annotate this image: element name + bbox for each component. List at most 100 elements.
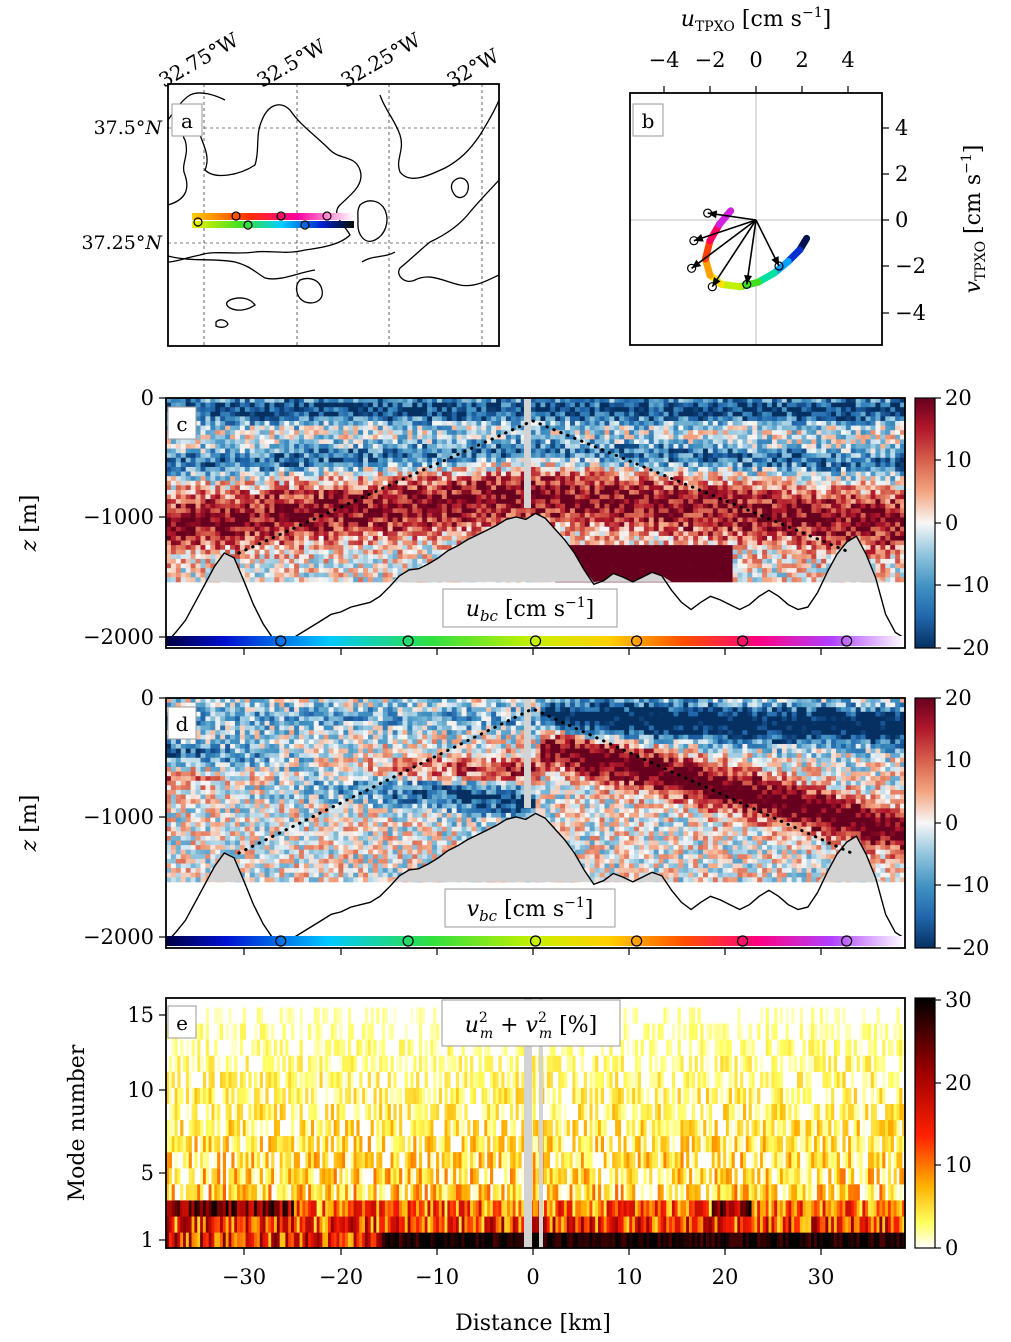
heatmap-cell [274, 485, 280, 491]
heatmap-cell [579, 517, 586, 523]
heatmap-cell [185, 577, 192, 583]
heatmap-cell [732, 545, 738, 551]
heatmap-cell [569, 480, 576, 486]
heatmap-cell [574, 416, 581, 422]
heatmap-cell [180, 512, 187, 518]
heatmap-cell [688, 439, 694, 445]
heatmap-cell [328, 535, 334, 541]
heatmap-cell [673, 439, 679, 445]
heatmap-cell [333, 434, 339, 440]
heatmap-cell [638, 517, 645, 523]
heatmap-cell [397, 545, 403, 551]
heatmap-cell [377, 466, 384, 472]
heatmap-cell [722, 508, 729, 514]
heatmap-cell [703, 476, 709, 482]
heatmap-cell [279, 434, 285, 440]
heatmap-cell [609, 522, 615, 528]
heatmap-cell [303, 540, 310, 546]
heatmap-cell [668, 407, 674, 413]
heatmap-cell [604, 494, 610, 500]
heatmap-cell [294, 443, 300, 449]
heatmap-cell [190, 563, 196, 569]
heatmap-cell [668, 457, 674, 463]
heatmap-cell [717, 517, 724, 523]
heatmap-cell [417, 457, 423, 463]
heatmap-cell [525, 512, 531, 518]
heatmap-cell [195, 443, 201, 449]
heatmap-cell [663, 531, 669, 537]
heatmap-cell [496, 402, 502, 408]
heatmap-cell [599, 499, 605, 505]
heatmap-cell [476, 466, 482, 472]
heatmap-cell [624, 517, 630, 523]
heatmap-cell [638, 568, 645, 574]
heatmap-cell [269, 522, 275, 528]
heatmap-cell [624, 434, 630, 440]
heatmap-cell [589, 407, 596, 413]
heatmap-cell [190, 508, 196, 514]
heatmap-cell [387, 407, 394, 413]
heatmap-cell [200, 494, 206, 500]
heatmap-cell [584, 540, 591, 546]
heatmap-cell [308, 425, 315, 431]
heatmap-cell [239, 499, 246, 505]
heatmap-cell [491, 494, 497, 500]
heatmap-cell [225, 535, 231, 541]
heatmap-cell [703, 448, 709, 454]
heatmap-cell [717, 471, 724, 477]
heatmap-cell [555, 457, 561, 463]
heatmap-cell [225, 439, 231, 445]
heatmap-cell [372, 471, 379, 477]
heatmap-cell [545, 517, 551, 523]
heatmap-cell [303, 549, 310, 555]
heatmap-cell [299, 416, 305, 422]
heatmap-cell [767, 462, 773, 468]
heatmap-cell [353, 416, 359, 422]
heatmap-cell [234, 411, 241, 417]
panel-a-map: a 32.75°W 32.5°W 32.25°W 32°W 37.5°N 37.… [81, 27, 503, 347]
heatmap-cell [491, 512, 497, 518]
heatmap-cell [574, 439, 581, 445]
heatmap-cell [594, 402, 600, 408]
heatmap-cell [407, 563, 413, 569]
heatmap-cell [249, 485, 256, 491]
heatmap-cell [688, 512, 694, 518]
heatmap-cell [382, 476, 389, 482]
heatmap-cell [673, 508, 679, 514]
heatmap-cell [299, 508, 305, 514]
heatmap-cell [540, 439, 546, 445]
heatmap-cell [634, 471, 640, 477]
heatmap-cell [703, 517, 709, 523]
heatmap-cell [234, 457, 241, 463]
heatmap-cell [466, 499, 472, 505]
heatmap-cell [634, 545, 640, 551]
heatmap-cell [545, 462, 551, 468]
heatmap-cell [190, 489, 196, 495]
heatmap-cell [205, 471, 211, 477]
heatmap-cell [367, 420, 374, 426]
heatmap-cell [712, 443, 719, 449]
heatmap-cell [377, 425, 384, 431]
heatmap-cell [609, 480, 615, 486]
heatmap-cell [269, 526, 275, 532]
heatmap-cell [688, 425, 694, 431]
heatmap-cell [348, 480, 354, 486]
heatmap-cell [358, 425, 364, 431]
heatmap-cell [412, 508, 418, 514]
heatmap-cell [658, 439, 664, 445]
heatmap-cell [244, 522, 251, 528]
heatmap-cell [599, 568, 605, 574]
heatmap-cell [363, 554, 369, 560]
heatmap-cell [274, 471, 280, 477]
heatmap-cell [259, 568, 265, 574]
heatmap-cell [594, 434, 600, 440]
heatmap-cell [436, 439, 443, 445]
heatmap-cell [323, 489, 329, 495]
heatmap-cell [486, 416, 492, 422]
heatmap-cell [505, 434, 512, 440]
heatmap-cell [220, 398, 226, 403]
heatmap-cell [387, 485, 394, 491]
heatmap-cell [210, 563, 216, 569]
heatmap-cell [673, 448, 679, 454]
heatmap-cell [225, 540, 231, 546]
